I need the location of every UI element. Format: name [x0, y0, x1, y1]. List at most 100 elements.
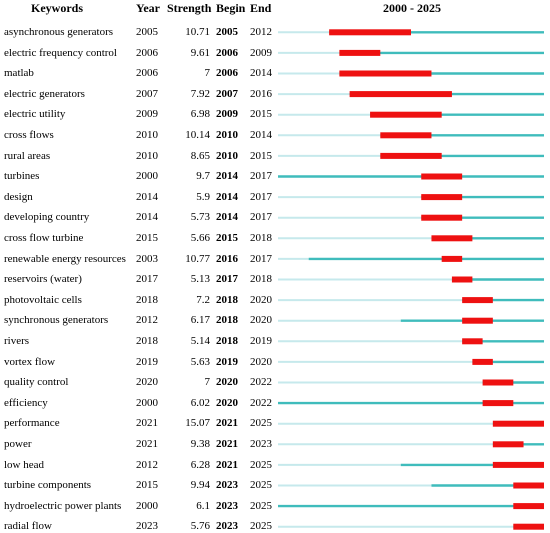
keyword-label: turbine components — [4, 479, 92, 492]
end-value: 2020 — [250, 355, 272, 368]
keyword-label: reservoirs (water) — [4, 273, 82, 286]
year-value: 2012 — [136, 458, 158, 471]
end-value: 2012 — [250, 26, 272, 38]
end-value: 2015 — [250, 108, 272, 121]
year-value: 2019 — [136, 355, 158, 368]
table-row: photovoltaic cells 2018 7.2 2018 2020 — [0, 293, 278, 307]
table-row: vortex flow 2019 5.63 2019 2020 — [0, 355, 278, 369]
table-row: power 2021 9.38 2021 2023 — [0, 437, 278, 451]
strength-value: 7.2 — [196, 293, 210, 306]
end-value: 2017 — [250, 190, 272, 203]
year-value: 2000 — [136, 499, 158, 512]
strength-value: 9.61 — [190, 46, 210, 59]
header-timeline: 2000 - 2025 — [383, 1, 441, 15]
burst-bar — [380, 152, 442, 159]
year-value: 2021 — [136, 417, 158, 430]
header-strength: Strength — [167, 1, 212, 15]
burst-bar — [339, 49, 381, 56]
end-value: 2025 — [250, 499, 272, 512]
strength-value: 5.73 — [190, 211, 210, 224]
begin-value: 2019 — [216, 355, 238, 368]
begin-value: 2007 — [216, 87, 238, 100]
table-row: radial flow 2023 5.76 2023 2025 — [0, 519, 278, 533]
begin-value: 2018 — [216, 314, 238, 327]
year-value: 2020 — [136, 376, 158, 389]
year-value: 2018 — [136, 293, 158, 306]
burst-bar — [421, 173, 463, 180]
burst-bar — [472, 358, 493, 365]
end-value: 2025 — [250, 458, 272, 471]
keyword-label: design — [4, 190, 33, 203]
strength-value: 6.28 — [190, 458, 210, 471]
end-value: 2020 — [250, 314, 272, 327]
burst-bar — [513, 503, 544, 510]
keyword-label: matlab — [4, 67, 34, 80]
begin-value: 2021 — [216, 417, 238, 430]
burst-bar — [513, 482, 544, 489]
strength-value: 6.02 — [190, 396, 210, 409]
burst-bar — [441, 255, 463, 262]
begin-value: 2014 — [216, 211, 238, 224]
burst-bar — [462, 297, 493, 304]
begin-value: 2006 — [216, 67, 238, 80]
begin-value: 2020 — [216, 396, 238, 409]
header-keywords: Keywords — [31, 1, 83, 15]
keyword-label: vortex flow — [4, 355, 56, 368]
keyword-label: performance — [4, 417, 60, 430]
keyword-label: developing country — [4, 211, 90, 224]
strength-value: 10.77 — [185, 252, 210, 265]
table-row: matlab 2006 7 2006 2014 — [0, 66, 278, 80]
year-value: 2003 — [136, 252, 158, 265]
strength-value: 6.98 — [190, 108, 210, 121]
header-year: Year — [136, 1, 160, 15]
end-value: 2009 — [250, 46, 272, 59]
strength-value: 5.66 — [190, 232, 210, 244]
year-value: 2014 — [136, 211, 158, 224]
year-value: 2014 — [136, 190, 158, 203]
year-value: 2000 — [136, 170, 158, 183]
header-end: End — [250, 1, 272, 15]
burst-bar — [451, 276, 473, 283]
strength-value: 6.1 — [196, 499, 210, 512]
keyword-label: radial flow — [4, 520, 52, 533]
end-value: 2025 — [250, 520, 272, 533]
year-value: 2015 — [136, 232, 158, 244]
strength-value: 6.17 — [190, 314, 210, 327]
keyword-label: low head — [4, 458, 45, 471]
year-value: 2010 — [136, 149, 158, 162]
keyword-label: rural areas — [4, 149, 51, 162]
table-row: cross flow turbine 2015 5.66 2015 2018 — [0, 231, 278, 245]
burst-bar — [349, 91, 452, 98]
begin-value: 2009 — [216, 108, 238, 121]
end-value: 2025 — [250, 417, 272, 430]
end-value: 2022 — [250, 376, 272, 389]
strength-value: 7 — [204, 376, 211, 389]
burst-bar — [339, 70, 432, 77]
strength-value: 9.38 — [190, 438, 210, 450]
keyword-label: efficiency — [4, 396, 48, 409]
keyword-label: photovoltaic cells — [4, 293, 82, 306]
burst-bar — [431, 235, 473, 242]
burst-bar — [492, 420, 544, 427]
begin-value: 2018 — [216, 335, 238, 347]
table-row: turbines 2000 9.7 2014 2017 — [0, 169, 278, 183]
end-value: 2019 — [250, 335, 272, 347]
table-row: design 2014 5.9 2014 2017 — [0, 190, 278, 204]
year-value: 2000 — [136, 396, 158, 409]
header-begin: Begin — [216, 1, 246, 15]
strength-value: 7 — [204, 67, 211, 80]
keyword-label: synchronous generators — [4, 314, 109, 327]
keyword-label: hydroelectric power plants — [4, 499, 122, 512]
begin-value: 2006 — [216, 46, 238, 59]
year-value: 2009 — [136, 108, 158, 121]
end-value: 2017 — [250, 211, 272, 224]
burst-bar — [329, 29, 411, 36]
year-value: 2021 — [136, 438, 158, 450]
strength-value: 5.14 — [190, 335, 210, 347]
year-value: 2012 — [136, 314, 158, 327]
strength-value: 5.13 — [190, 273, 210, 286]
year-value: 2007 — [136, 87, 158, 100]
strength-value: 7.92 — [190, 87, 210, 100]
table-row: quality control 2020 7 2020 2022 — [0, 375, 278, 389]
